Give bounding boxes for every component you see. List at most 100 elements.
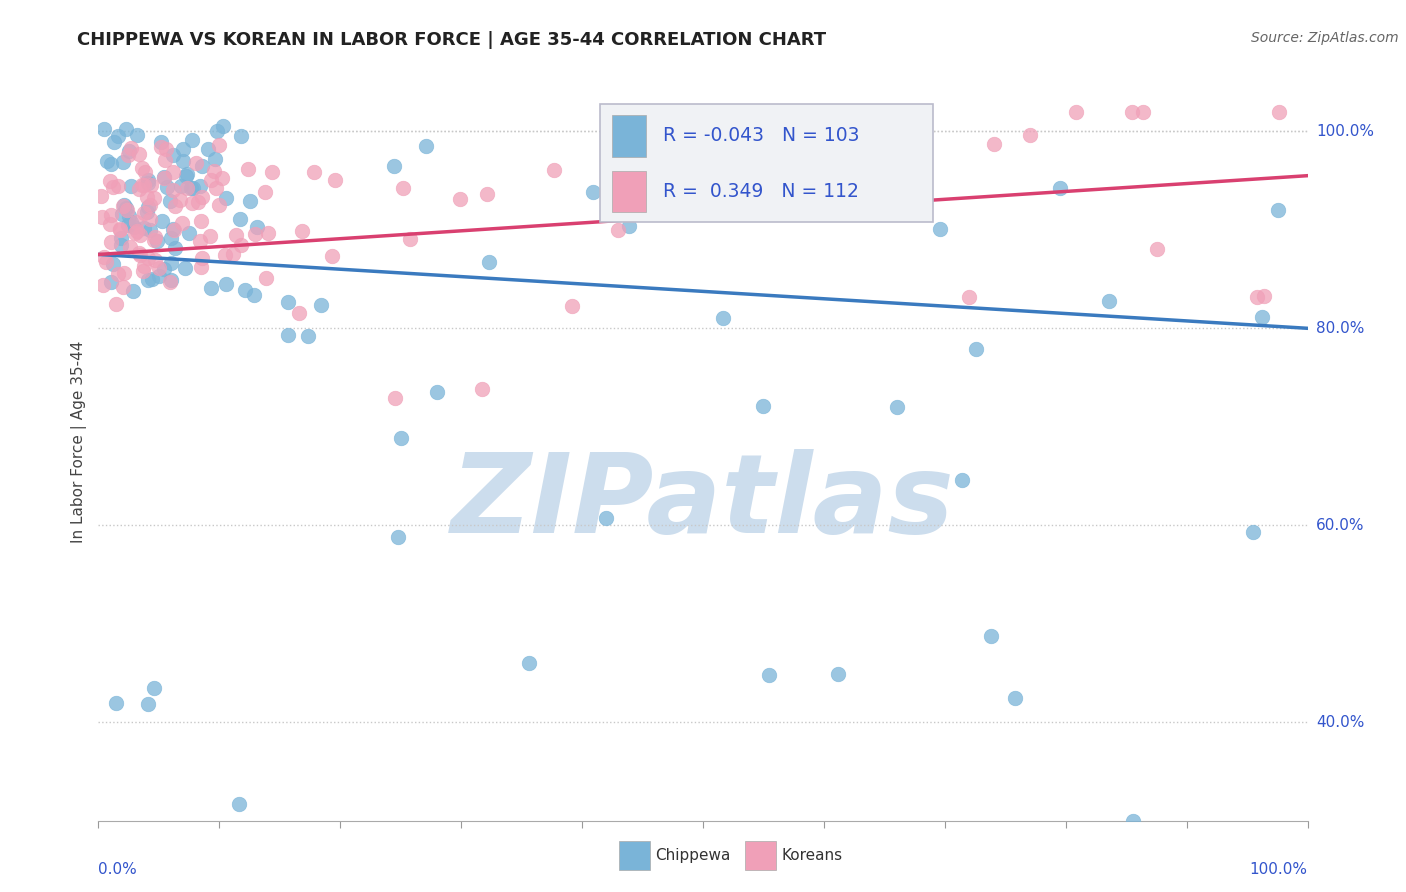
- Point: [107, 267, 129, 281]
- Point: [215, 277, 238, 292]
- Point: [297, 328, 319, 343]
- Point: [170, 216, 193, 230]
- Point: [980, 629, 1002, 643]
- Point: [96, 153, 118, 168]
- Point: [288, 306, 311, 320]
- Point: [115, 121, 138, 136]
- Point: [136, 205, 159, 219]
- Point: [132, 220, 155, 235]
- Point: [543, 162, 565, 177]
- Point: [117, 203, 139, 218]
- Point: [254, 270, 277, 285]
- Point: [149, 135, 172, 149]
- Point: [111, 155, 134, 169]
- Point: [277, 327, 299, 342]
- Point: [1253, 288, 1275, 302]
- Point: [172, 154, 194, 169]
- Point: [112, 198, 135, 212]
- Point: [128, 246, 150, 260]
- Point: [595, 511, 617, 525]
- Point: [222, 247, 245, 261]
- Point: [159, 273, 181, 287]
- Point: [607, 223, 630, 237]
- Point: [139, 178, 162, 192]
- Point: [136, 698, 159, 712]
- Point: [98, 174, 121, 188]
- Point: [1267, 202, 1289, 217]
- Point: [103, 135, 125, 149]
- Point: [197, 142, 219, 156]
- Point: [120, 141, 142, 155]
- Point: [323, 173, 346, 187]
- Text: Chippewa: Chippewa: [655, 848, 731, 863]
- Point: [143, 230, 166, 244]
- Point: [834, 108, 856, 122]
- Point: [108, 223, 131, 237]
- Point: [983, 136, 1005, 151]
- Point: [162, 183, 184, 197]
- Point: [191, 190, 214, 204]
- Point: [162, 164, 184, 178]
- Point: [136, 176, 159, 190]
- Point: [138, 211, 160, 226]
- FancyBboxPatch shape: [600, 104, 932, 221]
- Point: [387, 530, 409, 544]
- Point: [153, 170, 176, 185]
- Point: [94, 255, 117, 269]
- Point: [132, 259, 155, 273]
- Point: [1098, 293, 1121, 308]
- Point: [107, 178, 129, 193]
- Point: [104, 696, 127, 710]
- Bar: [613, 170, 647, 212]
- Y-axis label: In Labor Force | Age 35-44: In Labor Force | Age 35-44: [72, 341, 87, 542]
- Text: 100.0%: 100.0%: [1316, 124, 1374, 139]
- Point: [1049, 180, 1071, 194]
- Point: [246, 219, 269, 234]
- Point: [163, 199, 186, 213]
- Point: [952, 473, 974, 487]
- Point: [1251, 310, 1274, 325]
- Point: [148, 261, 170, 276]
- Point: [105, 297, 128, 311]
- Point: [110, 221, 132, 235]
- Point: [176, 168, 198, 182]
- Text: R =  0.349   N = 112: R = 0.349 N = 112: [664, 182, 859, 201]
- Point: [190, 213, 212, 227]
- Point: [205, 124, 228, 138]
- Point: [163, 241, 186, 255]
- Point: [172, 142, 194, 156]
- Point: [207, 138, 229, 153]
- Point: [181, 132, 204, 146]
- Point: [228, 797, 250, 811]
- Point: [120, 215, 142, 229]
- Point: [886, 401, 908, 415]
- Point: [229, 238, 252, 252]
- Point: [1132, 104, 1154, 119]
- Point: [136, 173, 159, 187]
- Point: [231, 128, 253, 143]
- Point: [188, 234, 211, 248]
- Point: [150, 140, 173, 154]
- Point: [162, 148, 184, 162]
- Point: [1004, 691, 1026, 706]
- Point: [257, 226, 280, 240]
- Point: [644, 120, 666, 134]
- Point: [827, 666, 849, 681]
- Point: [159, 256, 181, 270]
- Point: [233, 284, 256, 298]
- Point: [91, 277, 114, 292]
- Point: [153, 153, 176, 168]
- Point: [243, 227, 266, 242]
- Point: [399, 232, 422, 246]
- Text: Source: ZipAtlas.com: Source: ZipAtlas.com: [1251, 31, 1399, 45]
- Point: [139, 223, 162, 237]
- Text: Koreans: Koreans: [782, 848, 842, 863]
- Bar: [613, 115, 647, 157]
- Point: [132, 206, 155, 220]
- Point: [100, 235, 122, 250]
- Point: [117, 218, 139, 232]
- Point: [392, 181, 415, 195]
- Point: [159, 275, 181, 289]
- Point: [110, 231, 132, 245]
- Point: [751, 400, 773, 414]
